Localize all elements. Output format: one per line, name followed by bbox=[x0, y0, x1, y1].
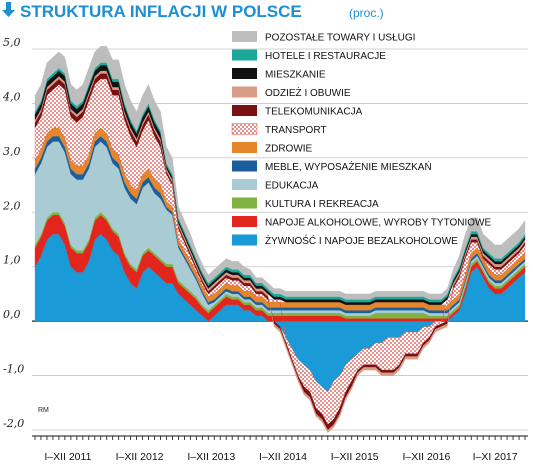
legend-swatch bbox=[232, 197, 257, 209]
legend: POZOSTAŁE TOWARY I USŁUGI HOTELE I RESTAU… bbox=[231, 31, 491, 247]
legend-swatch bbox=[232, 68, 257, 79]
x-tick-label: I–XII 2012 bbox=[116, 451, 164, 463]
legend-swatch bbox=[232, 49, 257, 61]
chart-subtitle: (proc.) bbox=[349, 6, 384, 20]
y-tick-label: -2,0 bbox=[3, 417, 24, 430]
y-tick-label: 5,0 bbox=[3, 36, 21, 49]
legend-label: NAPOJE ALKOHOLOWE, WYROBY TYTONIOWE bbox=[265, 218, 491, 229]
legend-label: POZOSTAŁE TOWARY I USŁUGI bbox=[265, 33, 415, 44]
credit-text: RM bbox=[38, 407, 49, 414]
x-tick-label: I–XII 2014 bbox=[259, 451, 307, 463]
legend-label: HOTELE I RESTAURACJE bbox=[265, 51, 386, 62]
legend-swatch bbox=[232, 142, 257, 153]
legend-label: ZDROWIE bbox=[265, 144, 313, 155]
x-axis: I–XII 2011 I–XII 2012 I–XII 2013 I–XII 2014… bbox=[32, 435, 528, 463]
y-tick-label: 0,0 bbox=[3, 308, 21, 321]
x-tick-label: I–XII 2016 bbox=[402, 451, 450, 463]
y-tick-label: -1,0 bbox=[3, 363, 24, 376]
y-tick-label: 1,0 bbox=[3, 254, 21, 267]
x-tick-label: I–XII 2013 bbox=[187, 451, 235, 463]
legend-swatch bbox=[232, 216, 257, 227]
legend-swatch bbox=[232, 234, 257, 246]
y-tick-label: 2,0 bbox=[2, 199, 21, 212]
legend-label: MIESZKANIE bbox=[265, 70, 326, 81]
legend-swatch bbox=[232, 179, 257, 190]
legend-swatch bbox=[232, 105, 257, 116]
stacked-areas bbox=[34, 46, 526, 433]
legend-swatch bbox=[232, 31, 257, 42]
legend-swatch bbox=[232, 160, 257, 172]
x-tick-label: I–XII 2015 bbox=[331, 451, 379, 463]
y-tick-label: 4,0 bbox=[2, 90, 21, 103]
y-tick-label: 3,0 bbox=[3, 145, 21, 158]
chart-title: STRUKTURA INFLACJI W POLSCE bbox=[20, 2, 302, 21]
y-axis-ticks: 5,0 4,0 3,0 2,0 1,0 0,0 -1,0 -2,0 bbox=[2, 36, 24, 430]
x-tick-label: I–XII 2011 bbox=[44, 451, 91, 463]
legend-label: ŻYWNOŚĆ I NAPOJE BEZALKOHOLOWE bbox=[265, 234, 458, 247]
legend-swatch bbox=[231, 123, 258, 135]
x-tick-label: I–XI 2017 bbox=[473, 451, 518, 463]
legend-label: TRANSPORT bbox=[265, 125, 327, 136]
legend-label: KULTURA I REKREACJA bbox=[265, 199, 379, 210]
legend-swatch bbox=[232, 86, 257, 98]
legend-label: ODZIEŻ I OBUWIE bbox=[265, 86, 351, 99]
legend-label: TELEKOMUNIKACJA bbox=[265, 107, 363, 118]
area-series-12 bbox=[34, 46, 526, 300]
legend-label: EDUKACJA bbox=[265, 181, 319, 192]
title-arrow-icon bbox=[2, 2, 15, 17]
legend-label: MEBLE, WYPOSAŻENIE MIESZKAŃ bbox=[265, 160, 432, 173]
